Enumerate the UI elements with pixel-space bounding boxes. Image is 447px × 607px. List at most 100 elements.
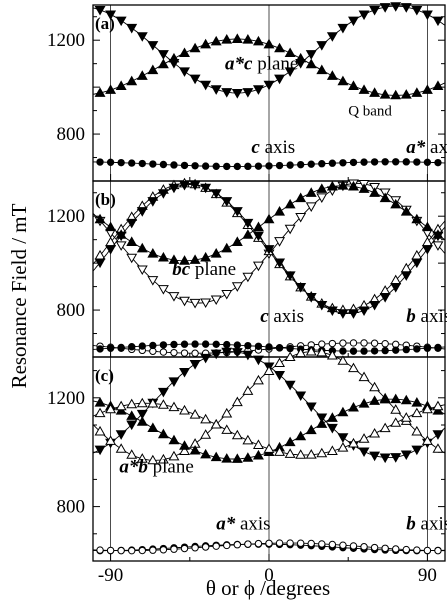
data-point bbox=[105, 403, 117, 414]
data-point bbox=[210, 295, 222, 306]
data-point bbox=[147, 276, 159, 286]
data-point bbox=[339, 339, 347, 347]
data-point bbox=[360, 158, 368, 166]
data-point bbox=[221, 88, 233, 98]
data-point bbox=[189, 74, 201, 85]
data-point bbox=[157, 453, 169, 464]
data-point bbox=[284, 380, 296, 391]
data-point bbox=[274, 237, 286, 247]
annotation: b axis bbox=[406, 306, 447, 327]
data-point bbox=[381, 158, 389, 166]
x-tick-label: -90 bbox=[98, 565, 123, 586]
data-point bbox=[231, 89, 243, 99]
data-point bbox=[159, 341, 168, 349]
data-point bbox=[242, 452, 254, 462]
data-point bbox=[284, 271, 296, 281]
data-point bbox=[168, 292, 180, 302]
data-point bbox=[390, 198, 402, 209]
data-point bbox=[434, 343, 442, 352]
panel-b: 800 1200 (b) bc plane c axis b axis bbox=[47, 177, 447, 358]
data-point bbox=[296, 539, 305, 547]
data-point bbox=[147, 248, 159, 258]
data-point bbox=[411, 87, 423, 97]
data-point bbox=[210, 35, 222, 46]
data-point bbox=[170, 340, 178, 349]
annotation: bc plane bbox=[172, 259, 236, 280]
series-3 bbox=[92, 180, 446, 319]
data-point bbox=[200, 251, 212, 262]
data-point bbox=[126, 236, 138, 246]
data-point bbox=[400, 450, 412, 461]
x-tick-label: 90 bbox=[418, 565, 437, 586]
data-point bbox=[358, 84, 370, 94]
data-point bbox=[147, 422, 159, 432]
data-point bbox=[191, 340, 199, 348]
panel-c: 800 1200 (c) a*b plane a* axis b axis -90 0 90 bbox=[47, 345, 447, 586]
data-point bbox=[421, 221, 433, 232]
data-point bbox=[307, 539, 315, 548]
data-point bbox=[337, 406, 349, 417]
data-point bbox=[180, 349, 189, 357]
data-point bbox=[117, 158, 125, 167]
data-point bbox=[159, 160, 168, 169]
data-point bbox=[318, 540, 326, 548]
series-0 bbox=[92, 347, 446, 464]
data-point bbox=[200, 413, 212, 424]
data-point bbox=[115, 430, 127, 440]
y-tick-label: 800 bbox=[57, 124, 86, 145]
data-point bbox=[402, 345, 410, 354]
data-point bbox=[305, 202, 317, 212]
data-point bbox=[316, 413, 328, 424]
data-point bbox=[284, 47, 296, 58]
annotation: c axis bbox=[251, 137, 295, 158]
data-point bbox=[274, 42, 286, 53]
data-point bbox=[105, 10, 117, 21]
data-point bbox=[411, 445, 423, 456]
data-point bbox=[286, 344, 294, 353]
data-point bbox=[136, 397, 148, 408]
data-point bbox=[413, 546, 421, 554]
data-point bbox=[96, 158, 104, 166]
data-point bbox=[370, 158, 379, 166]
data-point bbox=[128, 159, 136, 167]
data-point bbox=[242, 229, 254, 239]
data-point bbox=[136, 416, 148, 426]
data-point bbox=[179, 180, 190, 191]
data-point bbox=[379, 3, 391, 13]
data-point bbox=[231, 282, 243, 292]
data-point bbox=[379, 293, 391, 303]
data-point bbox=[126, 75, 138, 86]
data-point bbox=[96, 345, 104, 353]
data-point bbox=[105, 84, 117, 94]
data-point bbox=[411, 397, 423, 407]
data-point bbox=[390, 283, 402, 293]
data-point bbox=[157, 189, 169, 199]
data-point bbox=[339, 347, 347, 355]
annotation: a* axis bbox=[216, 514, 270, 535]
data-point bbox=[168, 254, 180, 264]
data-point bbox=[349, 542, 358, 550]
data-point bbox=[221, 407, 233, 418]
data-point bbox=[231, 453, 243, 463]
data-point bbox=[337, 180, 349, 190]
data-point bbox=[379, 89, 391, 99]
data-point bbox=[369, 300, 381, 311]
data-point bbox=[252, 221, 264, 232]
data-point bbox=[411, 5, 423, 16]
data-point bbox=[295, 52, 307, 63]
data-point bbox=[339, 159, 347, 167]
data-point bbox=[369, 427, 381, 438]
data-point bbox=[326, 306, 338, 317]
data-point bbox=[115, 443, 127, 453]
data-point bbox=[94, 258, 106, 269]
data-point bbox=[252, 85, 264, 95]
data-point bbox=[370, 543, 379, 552]
data-point bbox=[201, 162, 210, 170]
data-point bbox=[189, 360, 201, 370]
data-point bbox=[233, 541, 242, 549]
panel-label: (b) bbox=[95, 190, 116, 209]
data-point bbox=[316, 447, 328, 458]
data-point bbox=[242, 385, 254, 395]
data-point bbox=[295, 347, 307, 358]
